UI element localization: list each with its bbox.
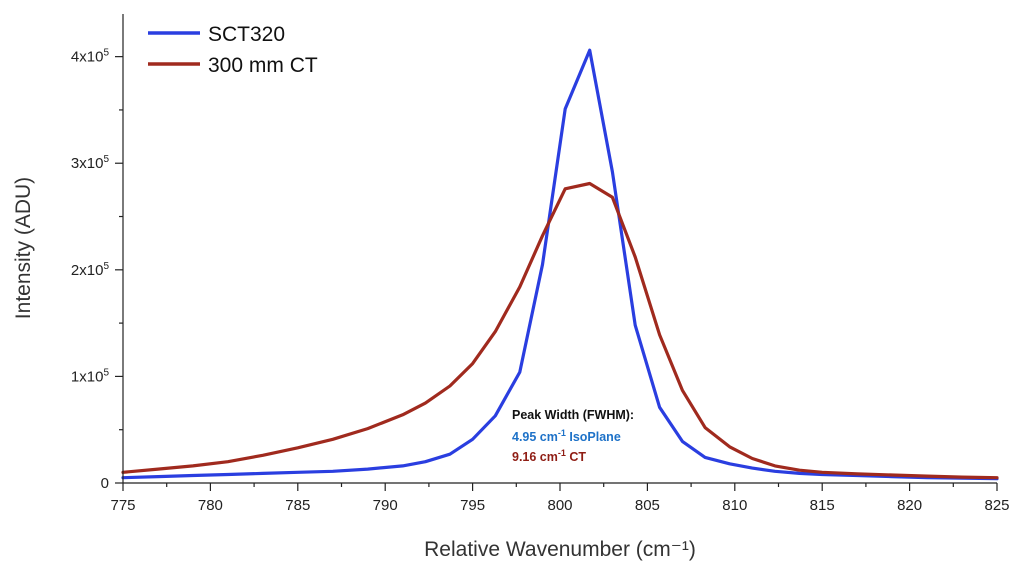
- x-tick-label: 775: [110, 497, 135, 514]
- x-tick-label: 810: [722, 497, 747, 514]
- x-tick-label: 790: [373, 497, 398, 514]
- x-tick-label: 780: [198, 497, 223, 514]
- annotation-ct-value: 9.16 cm: [512, 450, 558, 464]
- x-tick-label: 795: [460, 497, 485, 514]
- legend-label-300mm-ct: 300 mm CT: [208, 54, 318, 77]
- legend-label-sct320: SCT320: [208, 23, 285, 46]
- annotation-isoplane: 4.95 cm-1 IsoPlane: [512, 428, 621, 444]
- y-tick-label: 2x105: [71, 261, 110, 279]
- fwhm-annotation: Peak Width (FWHM): 4.95 cm-1 IsoPlane 9.…: [512, 408, 634, 464]
- annotation-isoplane-value: 4.95 cm: [512, 430, 558, 444]
- series-line-sct320: [121, 48, 999, 481]
- x-axis-title: Relative Wavenumber (cm⁻¹): [424, 538, 696, 561]
- annotation-ct-exp: -1: [558, 448, 566, 458]
- annotation-isoplane-label: IsoPlane: [566, 430, 621, 444]
- y-ticks: 0 1x105 2x105 3x105 4x105: [71, 48, 123, 492]
- x-ticks: 775 780 785 790 795 800 805 810 815 820 825: [110, 483, 1010, 514]
- x-tick-label: 800: [547, 497, 572, 514]
- x-tick-label: 785: [285, 497, 310, 514]
- y-tick-label: 3x105: [71, 154, 110, 172]
- x-tick-label: 805: [635, 497, 660, 514]
- y-tick-label: 0: [101, 475, 109, 492]
- legend: SCT320 300 mm CT: [148, 23, 318, 77]
- y-tick-label: 4x105: [71, 48, 110, 66]
- annotation-title: Peak Width (FWHM):: [512, 408, 634, 422]
- annotation-ct-label: CT: [566, 450, 587, 464]
- x-tick-label: 820: [897, 497, 922, 514]
- series-line-300mm-ct: [121, 181, 999, 480]
- y-axis-title: Intensity (ADU): [12, 177, 35, 319]
- x-tick-label: 825: [984, 497, 1009, 514]
- plot-area: [121, 48, 999, 481]
- annotation-ct: 9.16 cm-1 CT: [512, 448, 586, 464]
- x-tick-label: 815: [810, 497, 835, 514]
- annotation-isoplane-exp: -1: [558, 428, 566, 438]
- y-tick-label: 1x105: [71, 367, 110, 385]
